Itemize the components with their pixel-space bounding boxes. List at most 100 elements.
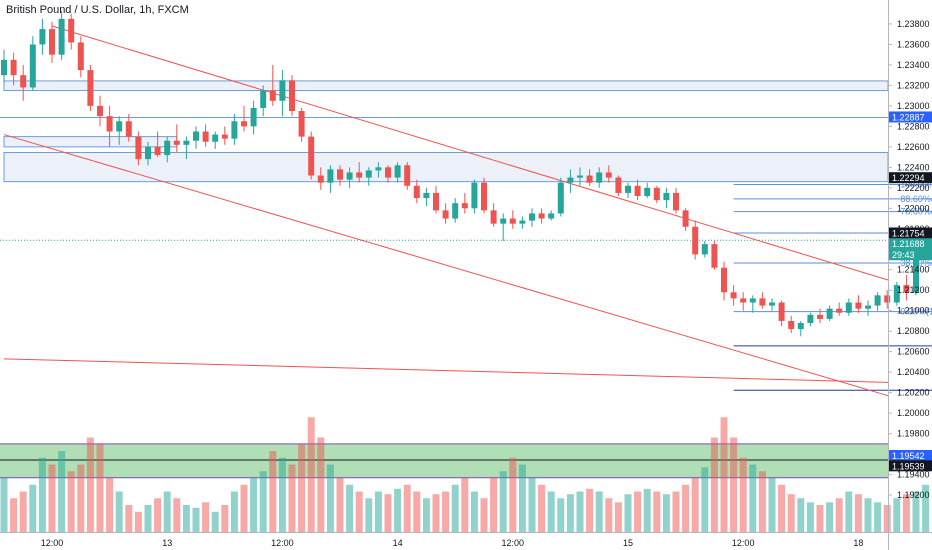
volume-bar bbox=[566, 494, 574, 532]
candle-body bbox=[634, 185, 641, 197]
volume-bar bbox=[374, 491, 382, 532]
price-tag-label: 1.19542 bbox=[892, 451, 925, 461]
candle-body bbox=[817, 314, 823, 319]
volume-bar bbox=[451, 484, 459, 532]
horizontal-lines[interactable] bbox=[0, 116, 888, 241]
volume-bar bbox=[19, 491, 27, 532]
volume-bar bbox=[749, 464, 757, 532]
volume-bars bbox=[0, 417, 930, 532]
volume-bar bbox=[653, 491, 661, 532]
x-tick-label: 12:00 bbox=[732, 538, 755, 548]
candle-body bbox=[893, 285, 900, 303]
x-tick-label: 13 bbox=[162, 538, 172, 548]
candle-body bbox=[826, 308, 833, 319]
volume-bar bbox=[509, 457, 517, 532]
volume-bar bbox=[614, 502, 622, 532]
candle-body bbox=[663, 192, 670, 201]
candle-body bbox=[749, 298, 756, 303]
candle-body bbox=[29, 44, 36, 88]
volume-bar bbox=[490, 478, 498, 532]
trend-channel-lines[interactable] bbox=[3, 25, 889, 397]
candle-body bbox=[845, 302, 852, 313]
price-tag-label: 1.22294 bbox=[892, 173, 925, 183]
candle-body bbox=[721, 267, 727, 293]
y-tick-label: 1.20200 bbox=[897, 388, 930, 398]
candle-body bbox=[164, 140, 171, 156]
y-tick-label: 1.19800 bbox=[897, 429, 930, 439]
price-tag-label: 1.21688 bbox=[892, 239, 925, 249]
volume-bar bbox=[221, 505, 229, 532]
volume-bar bbox=[288, 464, 296, 532]
volume-bar bbox=[442, 491, 450, 532]
volume-bar bbox=[499, 471, 507, 532]
candle-body bbox=[154, 146, 161, 156]
candle-body bbox=[500, 218, 507, 224]
volume-bar bbox=[922, 484, 930, 532]
y-tick-label: 1.23800 bbox=[897, 19, 930, 29]
candle-body bbox=[212, 134, 219, 142]
volume-bar bbox=[413, 491, 421, 532]
volume-bar bbox=[86, 437, 94, 532]
candle-body bbox=[605, 172, 612, 178]
volume-bar bbox=[10, 498, 18, 532]
volume-bar bbox=[480, 498, 488, 532]
y-tick-label: 1.23600 bbox=[897, 39, 930, 49]
candle-body bbox=[346, 172, 353, 180]
candle-body bbox=[289, 80, 295, 112]
volume-bar bbox=[317, 437, 325, 532]
candle-body bbox=[145, 146, 151, 160]
volume-bar bbox=[797, 498, 805, 532]
volume-bar bbox=[154, 498, 162, 532]
volume-bar bbox=[77, 464, 85, 532]
x-tick-label: 12:00 bbox=[502, 538, 525, 548]
volume-bar bbox=[720, 417, 728, 532]
y-tick-label: 1.22600 bbox=[897, 142, 930, 152]
price-tag-bg bbox=[889, 111, 932, 123]
candle-body bbox=[241, 121, 247, 127]
candle-body bbox=[529, 213, 535, 221]
candle-body bbox=[711, 244, 718, 268]
candle-body bbox=[874, 295, 881, 306]
volume-bar bbox=[192, 507, 200, 532]
volume-bar bbox=[739, 457, 747, 532]
y-tick-label: 1.22000 bbox=[897, 203, 930, 213]
volume-bar bbox=[96, 444, 104, 532]
volume-bar bbox=[605, 498, 613, 532]
candle-body bbox=[87, 70, 94, 106]
candle-body bbox=[10, 59, 17, 76]
x-tick-label: 12:00 bbox=[41, 538, 64, 548]
price-tag-bg bbox=[889, 172, 932, 184]
volume-bar bbox=[38, 457, 46, 532]
volume-bar bbox=[912, 491, 920, 532]
candle-body bbox=[509, 218, 516, 224]
volume-bar bbox=[730, 437, 738, 532]
volume-bar bbox=[662, 494, 670, 532]
volume-bar bbox=[0, 478, 8, 532]
price-tag-label: 1.22887 bbox=[892, 112, 925, 122]
volume-bar bbox=[816, 505, 824, 532]
candle-body bbox=[769, 302, 775, 306]
candle-body bbox=[865, 305, 871, 309]
candle-body bbox=[471, 182, 478, 209]
candle-body bbox=[567, 177, 574, 183]
volume-bar bbox=[758, 471, 766, 532]
candle-body bbox=[682, 210, 689, 227]
volume-bar bbox=[547, 491, 555, 532]
volume-bar bbox=[893, 498, 901, 532]
candle-body bbox=[433, 192, 439, 211]
y-tick-label: 1.23000 bbox=[897, 101, 930, 111]
volume-bar bbox=[538, 484, 546, 532]
y-tick-label: 1.21000 bbox=[897, 306, 930, 316]
volume-bar bbox=[422, 498, 430, 532]
candle-body bbox=[308, 136, 315, 176]
candle-body bbox=[653, 187, 660, 201]
volume-bar bbox=[67, 471, 75, 532]
volume-bar bbox=[461, 478, 469, 532]
candle-body bbox=[394, 165, 401, 178]
candle-body bbox=[250, 107, 257, 127]
candle-body bbox=[481, 182, 487, 211]
candle-body bbox=[356, 172, 363, 178]
